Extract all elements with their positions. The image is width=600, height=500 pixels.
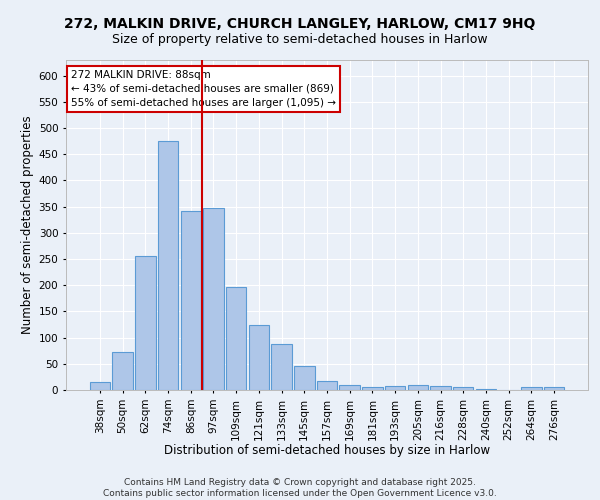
Bar [226,287,247,390]
Bar [521,388,542,390]
Bar [340,385,360,390]
Bar [317,381,337,390]
Bar [294,366,314,390]
Bar [453,388,473,390]
Text: Size of property relative to semi-detached houses in Harlow: Size of property relative to semi-detach… [112,32,488,46]
Bar [135,256,155,390]
Bar [271,344,292,390]
Y-axis label: Number of semi-detached properties: Number of semi-detached properties [22,116,34,334]
Bar [203,208,224,390]
X-axis label: Distribution of semi-detached houses by size in Harlow: Distribution of semi-detached houses by … [164,444,490,457]
Bar [362,388,383,390]
Bar [181,211,201,390]
Bar [90,382,110,390]
Bar [385,386,406,390]
Bar [430,386,451,390]
Bar [407,386,428,390]
Bar [544,388,564,390]
Text: 272, MALKIN DRIVE, CHURCH LANGLEY, HARLOW, CM17 9HQ: 272, MALKIN DRIVE, CHURCH LANGLEY, HARLO… [64,18,536,32]
Bar [112,352,133,390]
Bar [158,140,178,390]
Text: Contains HM Land Registry data © Crown copyright and database right 2025.
Contai: Contains HM Land Registry data © Crown c… [103,478,497,498]
Bar [248,324,269,390]
Text: 272 MALKIN DRIVE: 88sqm
← 43% of semi-detached houses are smaller (869)
55% of s: 272 MALKIN DRIVE: 88sqm ← 43% of semi-de… [71,70,336,108]
